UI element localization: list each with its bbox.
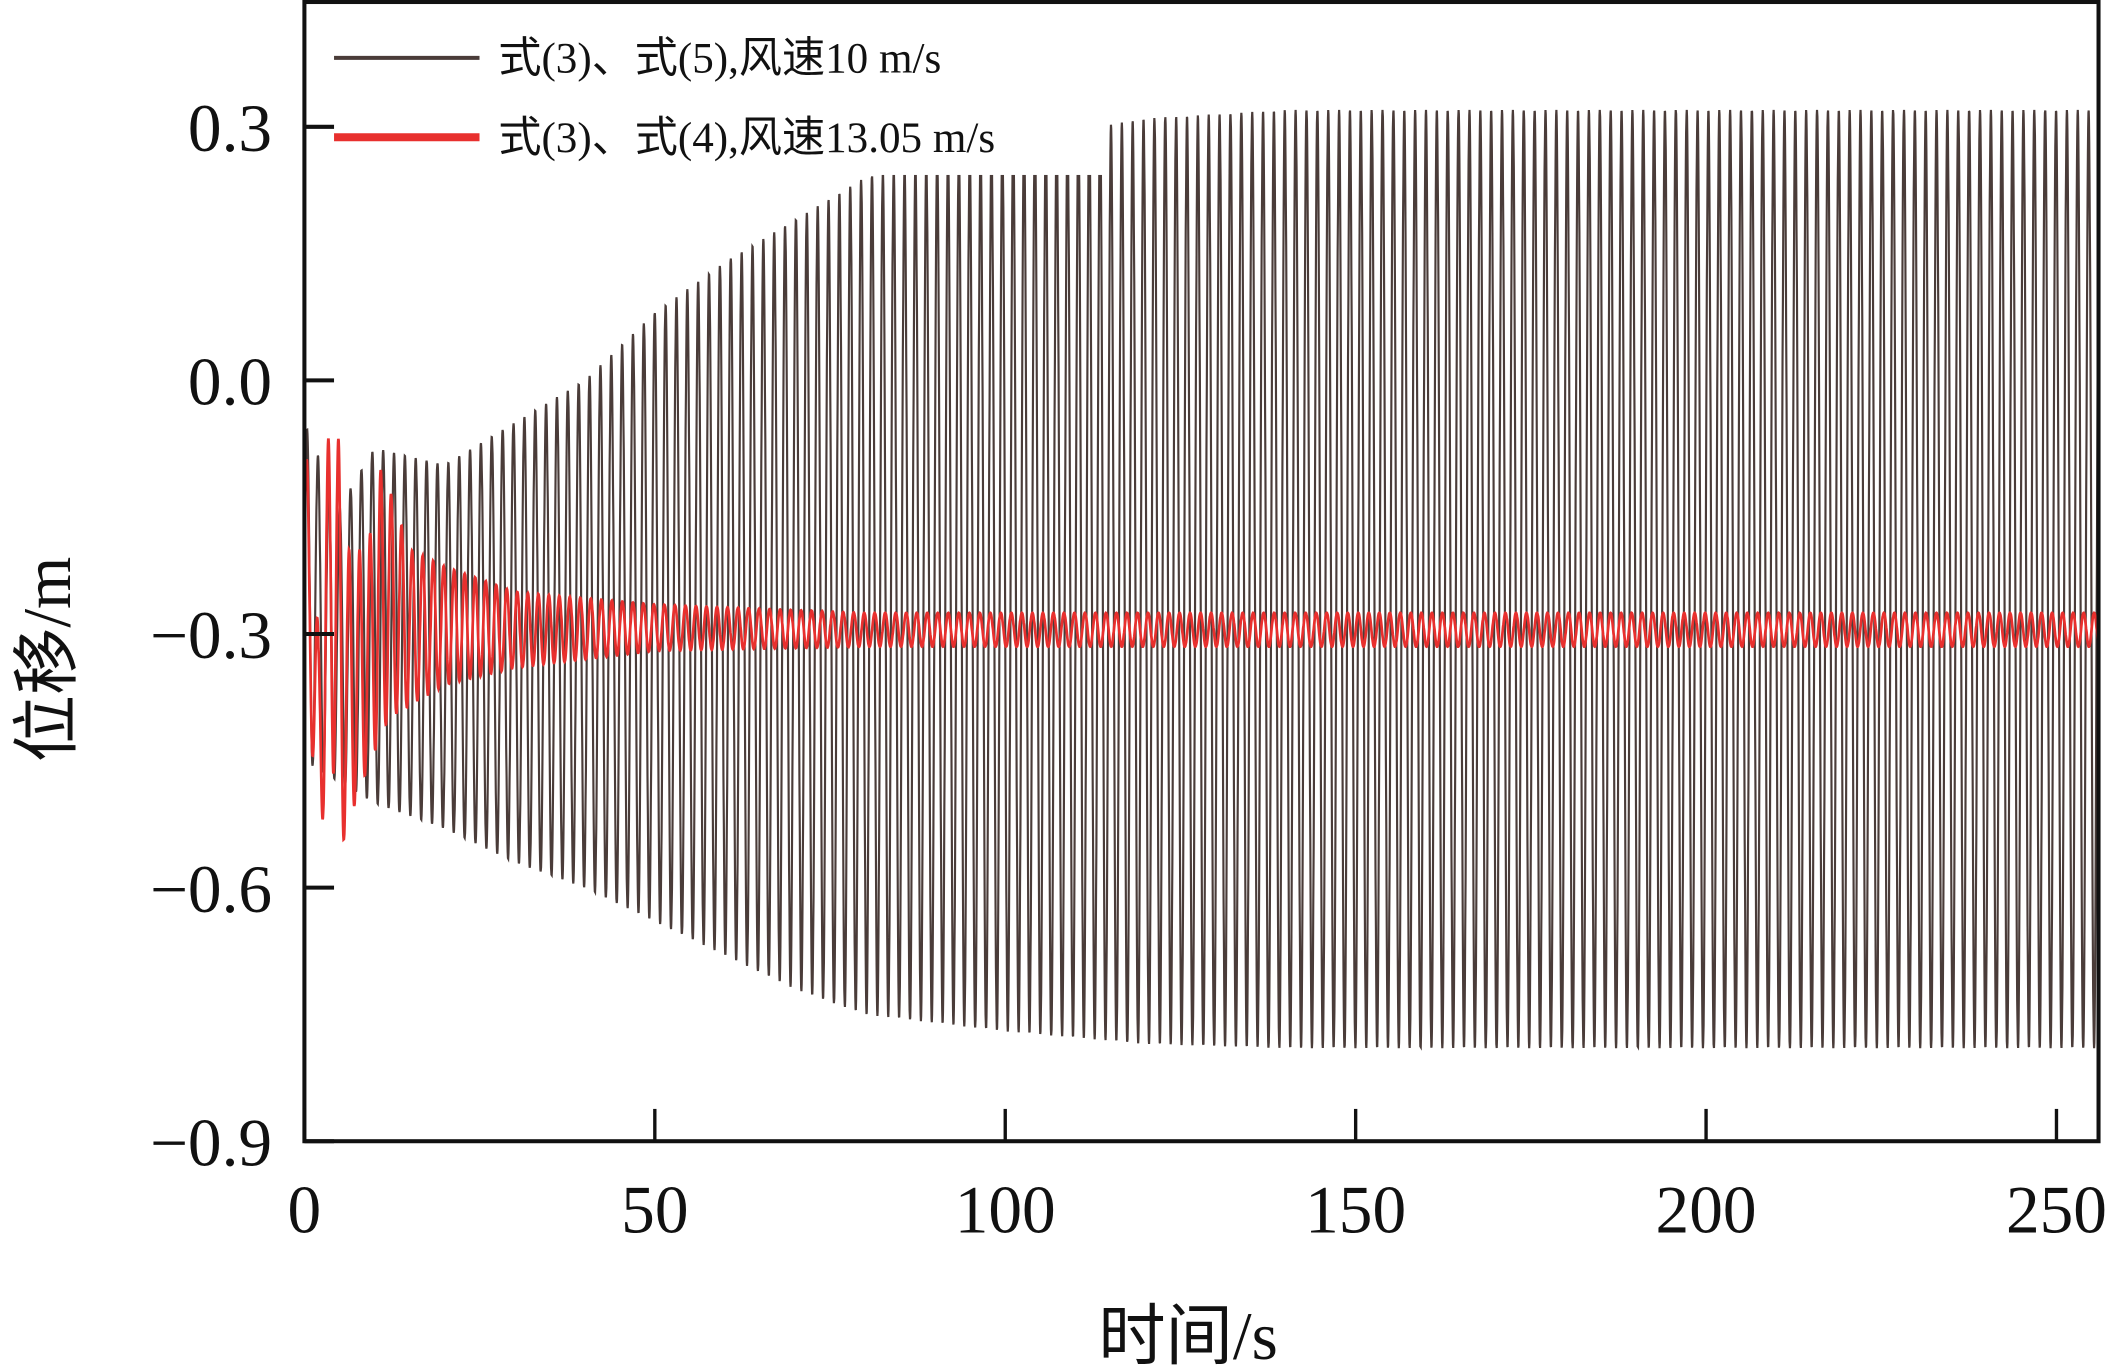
x-tick-label: 100 xyxy=(955,1173,1056,1248)
plot-frame xyxy=(302,0,2101,1144)
legend-background xyxy=(317,8,1105,175)
legend-label-black: 式(3)、式(5),风速10 m/s xyxy=(498,36,941,83)
y-tick-label: −0.6 xyxy=(150,852,272,927)
ticks-layer: 0 50 100 150 200 250 0.3 0.0 −0.3 −0.6 −0.9 xyxy=(150,91,2107,1248)
y-tick-label: 0.3 xyxy=(188,91,272,166)
x-tick-label: 250 xyxy=(2006,1173,2107,1248)
y-tick-label: −0.3 xyxy=(150,598,272,673)
y-axis-title: 位移/m xyxy=(10,557,85,763)
y-tick-label: 0.0 xyxy=(188,345,272,420)
series-line-0 xyxy=(303,109,2100,1051)
series-line-1 xyxy=(303,438,2100,843)
x-tick-label: 150 xyxy=(1305,1173,1406,1248)
x-axis-title: 时间/s xyxy=(1098,1299,1278,1370)
series-layer xyxy=(303,109,2100,1051)
x-tick-label: 50 xyxy=(621,1173,688,1248)
x-tick-label: 0 xyxy=(288,1173,322,1248)
y-tick-label: −0.9 xyxy=(150,1105,272,1180)
legend: 式(3)、式(5),风速10 m/s 式(3)、式(4),风速13.05 m/s xyxy=(317,8,1105,175)
x-tick-label: 200 xyxy=(1656,1173,1757,1248)
legend-label-red: 式(3)、式(4),风速13.05 m/s xyxy=(498,115,995,162)
